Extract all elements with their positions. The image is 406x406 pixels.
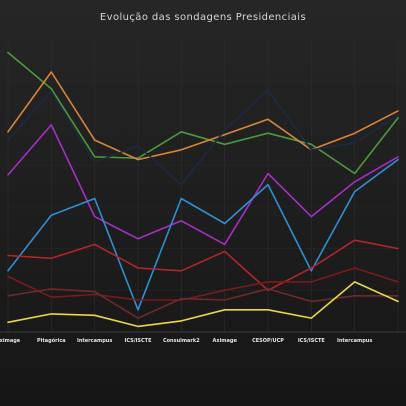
series-line-3 <box>7 89 399 186</box>
x-tick-label: Intercampus <box>77 338 112 344</box>
x-tick-label: CESOP/UCP <box>252 338 284 344</box>
series-line-1 <box>7 51 399 175</box>
series-line-2 <box>7 71 399 161</box>
series-line-7 <box>7 267 399 301</box>
series-line-5 <box>7 158 399 311</box>
x-tick-label: ICS/ISCTE <box>298 338 326 344</box>
series-line-6 <box>7 239 399 292</box>
series-line-9 <box>7 281 399 328</box>
chart-title: Evolução das sondagens Presidenciais <box>99 12 307 23</box>
x-tick-label: Pitagórica <box>37 337 66 344</box>
x-tick-label: Aximage <box>212 338 237 344</box>
x-tick-label: Intercampus <box>337 338 372 344</box>
series-line-8 <box>7 288 399 319</box>
x-tick-label: Consulmark2 <box>163 338 200 344</box>
x-tick-label: Aximage <box>0 338 21 344</box>
series-line-4 <box>7 124 399 246</box>
x-tick-label: ICS/ISCTE <box>124 338 152 344</box>
